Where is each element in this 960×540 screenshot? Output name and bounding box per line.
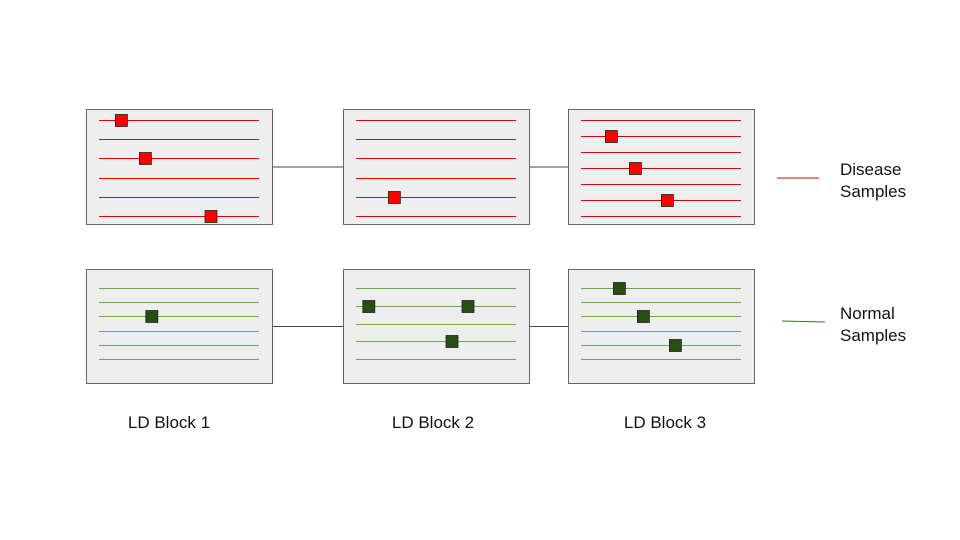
ld-block-2-label: LD Block 2	[391, 413, 475, 432]
normal-variant-marker	[637, 310, 650, 323]
normal-variant-marker	[362, 300, 376, 313]
normal-variant-marker	[669, 339, 682, 352]
legend	[777, 177, 826, 323]
disease-block-3-box	[568, 109, 755, 225]
normal-legend-label: Normal Samples	[840, 303, 906, 347]
normal-legend-line1: Normal	[840, 304, 895, 323]
disease-legend-line1: Disease	[840, 160, 902, 179]
normal-legend-line2: Samples	[840, 326, 907, 345]
normal-block-3	[568, 269, 755, 384]
disease-variant-marker	[629, 162, 642, 175]
normal-variant-marker	[145, 310, 159, 323]
disease-variant-marker	[661, 194, 674, 207]
disease-block-2	[343, 109, 530, 225]
normal-block-3-box	[568, 269, 755, 384]
disease-block-1	[86, 109, 273, 225]
ld-block-3-label: LD Block 3	[623, 413, 707, 432]
blocks	[86, 109, 755, 384]
disease-variant-marker	[204, 210, 218, 223]
disease-legend-label: Disease Samples	[840, 159, 906, 203]
disease-block-2-box	[343, 109, 530, 225]
disease-block-3	[568, 109, 755, 225]
normal-block-1-box	[86, 269, 273, 384]
disease-variant-marker	[138, 152, 152, 165]
connectors	[272, 166, 568, 327]
normal-variant-marker	[461, 300, 475, 313]
disease-variant-marker	[387, 191, 401, 204]
disease-variant-marker	[115, 114, 128, 127]
normal-block-2-box	[343, 269, 530, 384]
normal-variant-marker	[613, 282, 626, 295]
normal-block-1	[86, 269, 273, 384]
disease-block-1-box	[86, 109, 273, 225]
disease-variant-marker	[605, 130, 618, 143]
normal-variant-marker	[445, 335, 459, 348]
normal-block-2	[343, 269, 530, 384]
disease-legend-line2: Samples	[840, 182, 907, 201]
normal-legend-swatch	[781, 320, 826, 323]
ld-block-1-label: LD Block 1	[127, 413, 211, 432]
